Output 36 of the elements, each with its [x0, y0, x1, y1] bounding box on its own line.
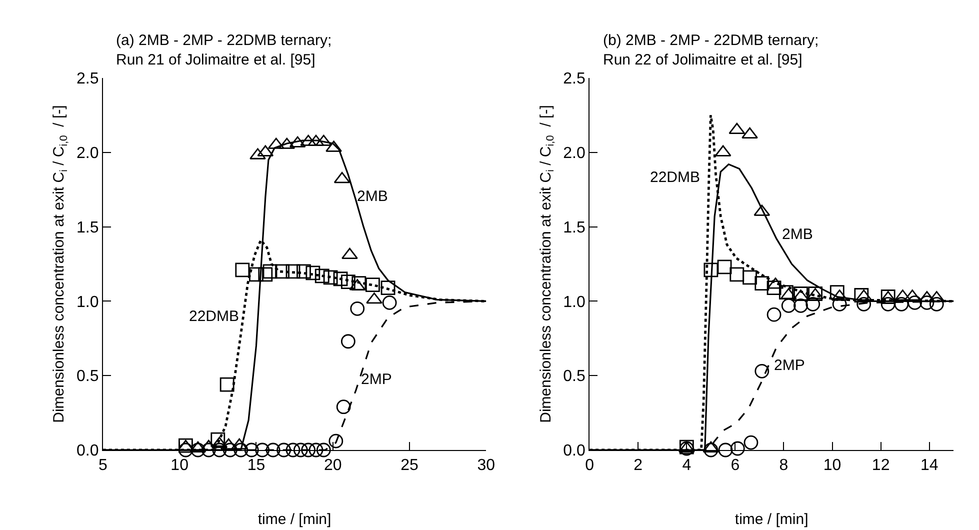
- chart-title: (a) 2MB - 2MP - 22DMB ternary; Run 21 of Jolimaitre et al. [95]: [116, 32, 332, 68]
- x-tick-label: 12: [872, 457, 890, 474]
- x-tick-label: 4: [682, 457, 692, 474]
- x-tick-label: 30: [477, 457, 496, 474]
- chart-title: (b) 2MB - 2MP - 22DMB ternary; Run 22 of Jolimaitre et al. [95]: [603, 32, 819, 68]
- y-tick-label: 2.0: [76, 145, 99, 162]
- x-tick-label: 5: [98, 457, 108, 474]
- x-tick-label: 6: [730, 457, 740, 474]
- annotation: 22DMB: [189, 308, 240, 325]
- y-tick-label: 0.0: [563, 442, 586, 460]
- y-tick-label: 1.5: [563, 219, 586, 236]
- annotation: 2MP: [361, 371, 392, 388]
- y-tick-label: 1.5: [76, 219, 99, 236]
- x-axis-title: time / [min]: [734, 511, 808, 528]
- x-tick-label: 14: [920, 457, 938, 474]
- y-tick-label: 0.5: [563, 368, 586, 386]
- x-tick-label: 20: [324, 457, 342, 474]
- x-tick-label: 25: [400, 457, 418, 474]
- annotation: 2MP: [774, 357, 805, 374]
- y-tick-label: 0.5: [76, 368, 99, 386]
- x-tick-label: 10: [823, 457, 842, 474]
- x-tick-label: 0: [585, 457, 594, 474]
- y-tick-label: 1.0: [563, 294, 586, 311]
- annotation: 22DMB: [650, 169, 700, 186]
- x-tick-label: 15: [247, 457, 266, 474]
- y-tick-label: 2.0: [563, 145, 586, 162]
- x-axis-title: time / [min]: [258, 511, 332, 528]
- x-tick-label: 10: [170, 457, 189, 474]
- y-tick-label: 0.0: [76, 442, 99, 460]
- annotation: 2MB: [782, 226, 813, 243]
- x-tick-label: 2: [634, 457, 643, 474]
- y-tick-label: 2.5: [76, 70, 99, 88]
- y-tick-label: 2.5: [563, 70, 586, 88]
- x-tick-label: 8: [779, 457, 788, 474]
- annotation: 2MB: [357, 188, 388, 205]
- y-tick-label: 1.0: [76, 294, 99, 311]
